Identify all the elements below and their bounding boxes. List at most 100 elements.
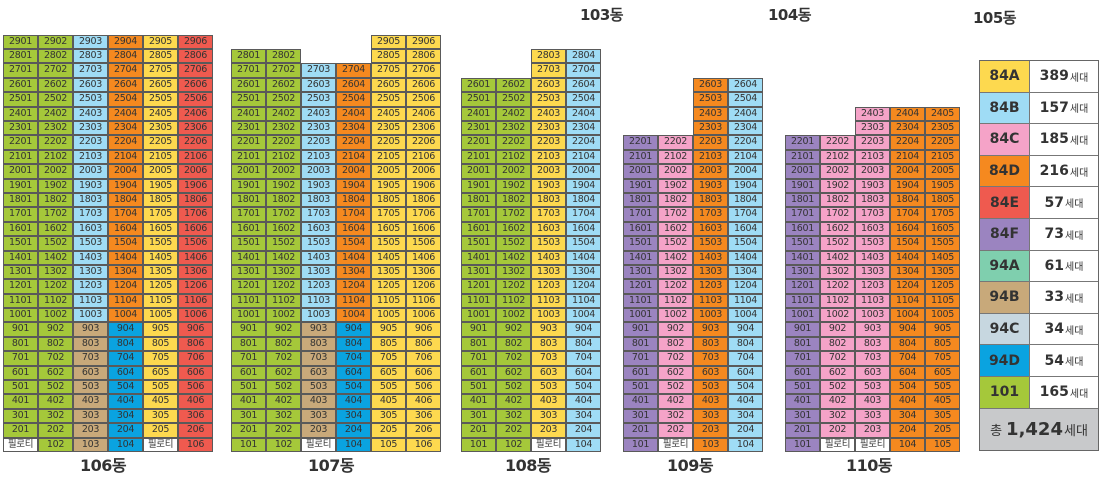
unit-cell: 502: [820, 380, 855, 395]
legend-count: 216 세대: [1030, 155, 1098, 187]
unit-cell: 1804: [890, 192, 925, 208]
unit-cell: 1004: [108, 308, 143, 323]
unit-cell: 1601: [231, 221, 266, 237]
unit-cell: 2403: [693, 106, 728, 122]
building-name-109: 109동: [667, 456, 714, 475]
unit-cell: 1706: [178, 207, 213, 222]
unit-cell: 406: [178, 394, 213, 409]
unit-cell: 703: [693, 351, 728, 366]
unit-cell: 1405: [143, 250, 178, 265]
unit-line-02: 2602 2502 2402 2302 2202 2102 2002 1902 1802 1702…: [496, 77, 531, 452]
unit-cell: 104: [336, 437, 371, 452]
unit-cell: 2401: [461, 106, 496, 122]
unit-line-04: 2404 2304 2204 2104 2004 1904 1804 1704 1604 1504…: [890, 106, 925, 452]
unit-cell: 2101: [623, 149, 658, 165]
unit-cell: 2606: [406, 77, 441, 93]
unit-cell: 102: [38, 437, 73, 452]
unit-cell: 2202: [820, 135, 855, 150]
unit-cell: 803: [301, 336, 336, 352]
legend-count-unit: 세대: [1069, 388, 1089, 400]
unit-line-05: 2905 2805 2705 2605 2505 2405 2305 2205 2105 2005…: [371, 34, 406, 452]
unit-cell: 805: [925, 336, 960, 352]
unit-cell: 1205: [925, 279, 960, 294]
legend-count-value: 57: [1044, 194, 1065, 211]
unit-cell: 1504: [728, 236, 763, 251]
unit-cell: 2306: [406, 121, 441, 136]
unit-cell: 2304: [728, 121, 763, 136]
unit-cell: 202: [820, 423, 855, 438]
unit-cell: 1706: [406, 207, 441, 222]
legend-row-94a: 94A 61 세대: [980, 250, 1098, 283]
unit-cell: 1406: [178, 250, 213, 265]
unit-cell: 1005: [371, 308, 406, 323]
unit-cell: 1502: [38, 236, 73, 251]
unit-cell: 905: [143, 322, 178, 337]
legend-count-unit: 세대: [1065, 293, 1084, 305]
unit-cell: 703: [301, 351, 336, 366]
unit-cell: 1505: [925, 236, 960, 251]
unit-cell: 2203: [693, 135, 728, 150]
unit-cell: 703: [73, 351, 108, 366]
unit-cell: 2402: [38, 106, 73, 122]
legend-type: 94A: [980, 250, 1030, 282]
unit-cell: 1006: [178, 308, 213, 323]
unit-cell: 2705: [371, 63, 406, 78]
unit-cell: 2004: [108, 164, 143, 179]
unit-cell: 902: [496, 322, 531, 337]
unit-cell: 2404: [890, 106, 925, 122]
unit-cell: 2704: [108, 63, 143, 78]
legend-count: 57 세대: [1030, 187, 1098, 218]
unit-cell: 405: [925, 394, 960, 409]
unit-cell: 301: [231, 408, 266, 424]
unit-cell: 1903: [301, 178, 336, 193]
unit-cell: 1803: [855, 192, 890, 208]
unit-cell: 1904: [336, 178, 371, 193]
unit-cell: 1003: [531, 308, 566, 323]
unit-cell: 903: [73, 322, 108, 337]
unit-cell: 1702: [38, 207, 73, 222]
unit-cell: 104: [566, 437, 601, 452]
unit-cell: 801: [623, 336, 658, 352]
unit-cell: 2102: [496, 149, 531, 165]
unit-cell: 2601: [3, 77, 38, 93]
unit-cell: 2604: [566, 77, 601, 93]
unit-cell: 2203: [301, 135, 336, 150]
unit-line-01: 2801 2701 2601 2501 2401 2301 2201 2101 2001 1901…: [231, 49, 266, 452]
unit-cell: 1306: [406, 264, 441, 280]
unit-cell: 1903: [531, 178, 566, 193]
unit-cell: 603: [855, 365, 890, 381]
legend-count-value: 185: [1039, 131, 1069, 148]
unit-cell: 2003: [301, 164, 336, 179]
unit-cell: 1403: [73, 250, 108, 265]
legend-count: 34 세대: [1030, 313, 1098, 345]
unit-cell: 1505: [371, 236, 406, 251]
unit-cell: 2303: [531, 121, 566, 136]
unit-cell: 105: [925, 437, 960, 452]
unit-cell: 2401: [231, 106, 266, 122]
unit-cell: 1803: [73, 192, 108, 208]
unit-cell: 203: [73, 423, 108, 438]
unit-cell: 2103: [693, 149, 728, 165]
unit-cell: 402: [266, 394, 301, 409]
unit-cell: 2503: [693, 92, 728, 107]
unit-cell: 2005: [143, 164, 178, 179]
unit-cell: 1503: [73, 236, 108, 251]
unit-cell: 204: [108, 423, 143, 438]
legend-count-unit: 세대: [1069, 135, 1089, 147]
unit-cell: 605: [143, 365, 178, 381]
legend-count-value: 61: [1044, 257, 1065, 274]
unit-cell: 2405: [925, 106, 960, 122]
unit-cell: 2301: [461, 121, 496, 136]
unit-cell: 2005: [925, 164, 960, 179]
unit-cell: 1601: [3, 221, 38, 237]
unit-cell: 2402: [496, 106, 531, 122]
unit-cell: 306: [406, 408, 441, 424]
unit-cell: 2701: [3, 63, 38, 78]
unit-cell: 804: [890, 336, 925, 352]
building-name-107: 107동: [308, 456, 355, 475]
unit-cell: 2102: [658, 149, 693, 165]
unit-cell: 2106: [406, 149, 441, 165]
unit-cell: 2303: [73, 121, 108, 136]
unit-cell: 2001: [461, 164, 496, 179]
unit-cell: 2901: [3, 34, 38, 50]
